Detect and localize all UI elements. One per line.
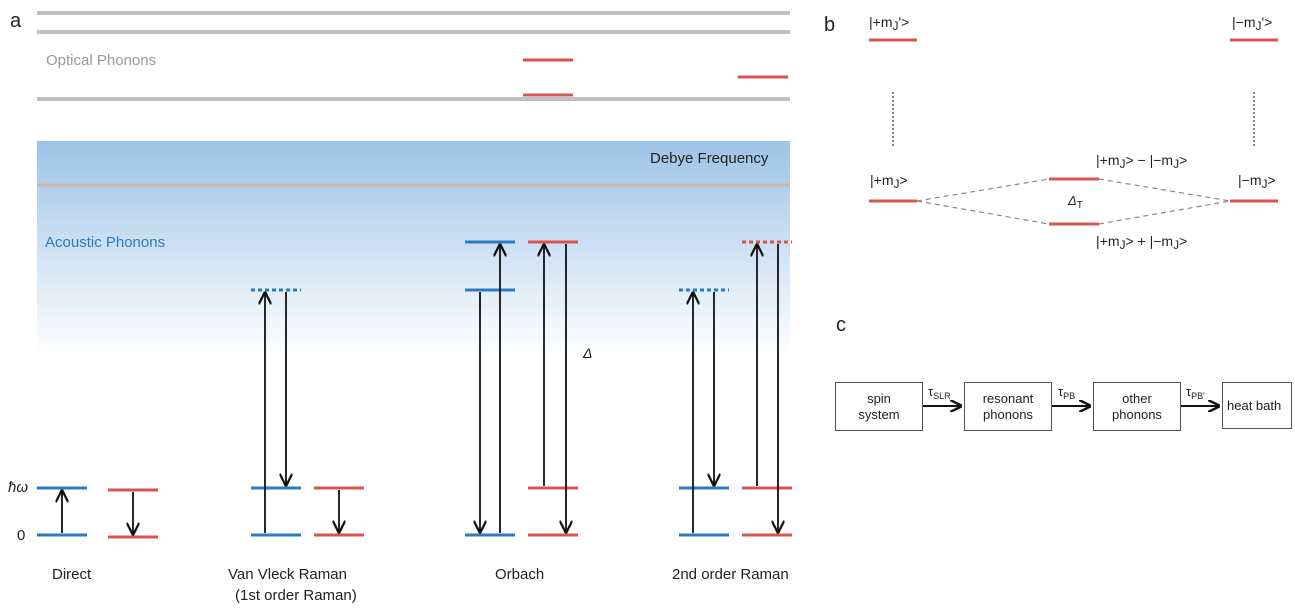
tunnel-dash (916, 178, 1050, 202)
tunnel-dash (916, 200, 1050, 225)
tunnel-dash (1098, 178, 1231, 202)
optical-phonons-label: Optical Phonons (46, 52, 157, 69)
tau-pb-prime-label: τPB' (1186, 384, 1205, 401)
process-sublabel-van-vleck: (1st order Raman) (235, 587, 357, 604)
panel-a-diagram (37, 11, 792, 539)
box-spin-system: spin system (835, 382, 923, 431)
process-label-direct: Direct (52, 566, 92, 583)
process-label-orbach: Orbach (495, 566, 545, 583)
tau-slr-label: τSLR (928, 384, 951, 401)
acoustic-phonons-label: Acoustic Phonons (45, 234, 166, 251)
debye-frequency-label: Debye Frequency (650, 150, 769, 167)
orbach-process (465, 240, 578, 537)
van-vleck-process (251, 288, 364, 537)
state-mid-right: |−mJ> (1238, 172, 1276, 191)
panel-label-c: c (836, 314, 846, 336)
hbar-omega-label: ħω (8, 479, 29, 496)
acoustic-phonon-band (37, 141, 790, 356)
tunnel-dash (1098, 200, 1231, 225)
panel-label-b: b (824, 14, 836, 36)
box-resonant-phonons: resonant phonons (964, 382, 1052, 431)
state-antisymmetric: |+mJ> − |−mJ> (1096, 152, 1188, 171)
state-top-left: |+mJ'> (869, 14, 910, 33)
box-heat-bath: heat bath (1222, 382, 1292, 429)
state-top-right: |−mJ'> (1232, 14, 1273, 33)
second-order-raman-process (679, 240, 792, 537)
tunnel-splitting-label: ΔT (1068, 193, 1083, 211)
box-other-phonons: other phonons (1093, 382, 1181, 431)
orbach-delta-label: Δ (583, 345, 593, 361)
panel-label-a: a (10, 10, 22, 32)
zero-label: 0 (17, 527, 26, 544)
tau-pb-label: τPB (1058, 384, 1076, 401)
process-label-2nd-order-raman: 2nd order Raman (672, 566, 789, 583)
process-label-van-vleck: Van Vleck Raman (228, 566, 347, 583)
state-symmetric: |+mJ> + |−mJ> (1096, 233, 1188, 252)
state-mid-left: |+mJ> (870, 172, 908, 191)
direct-process (37, 486, 158, 539)
